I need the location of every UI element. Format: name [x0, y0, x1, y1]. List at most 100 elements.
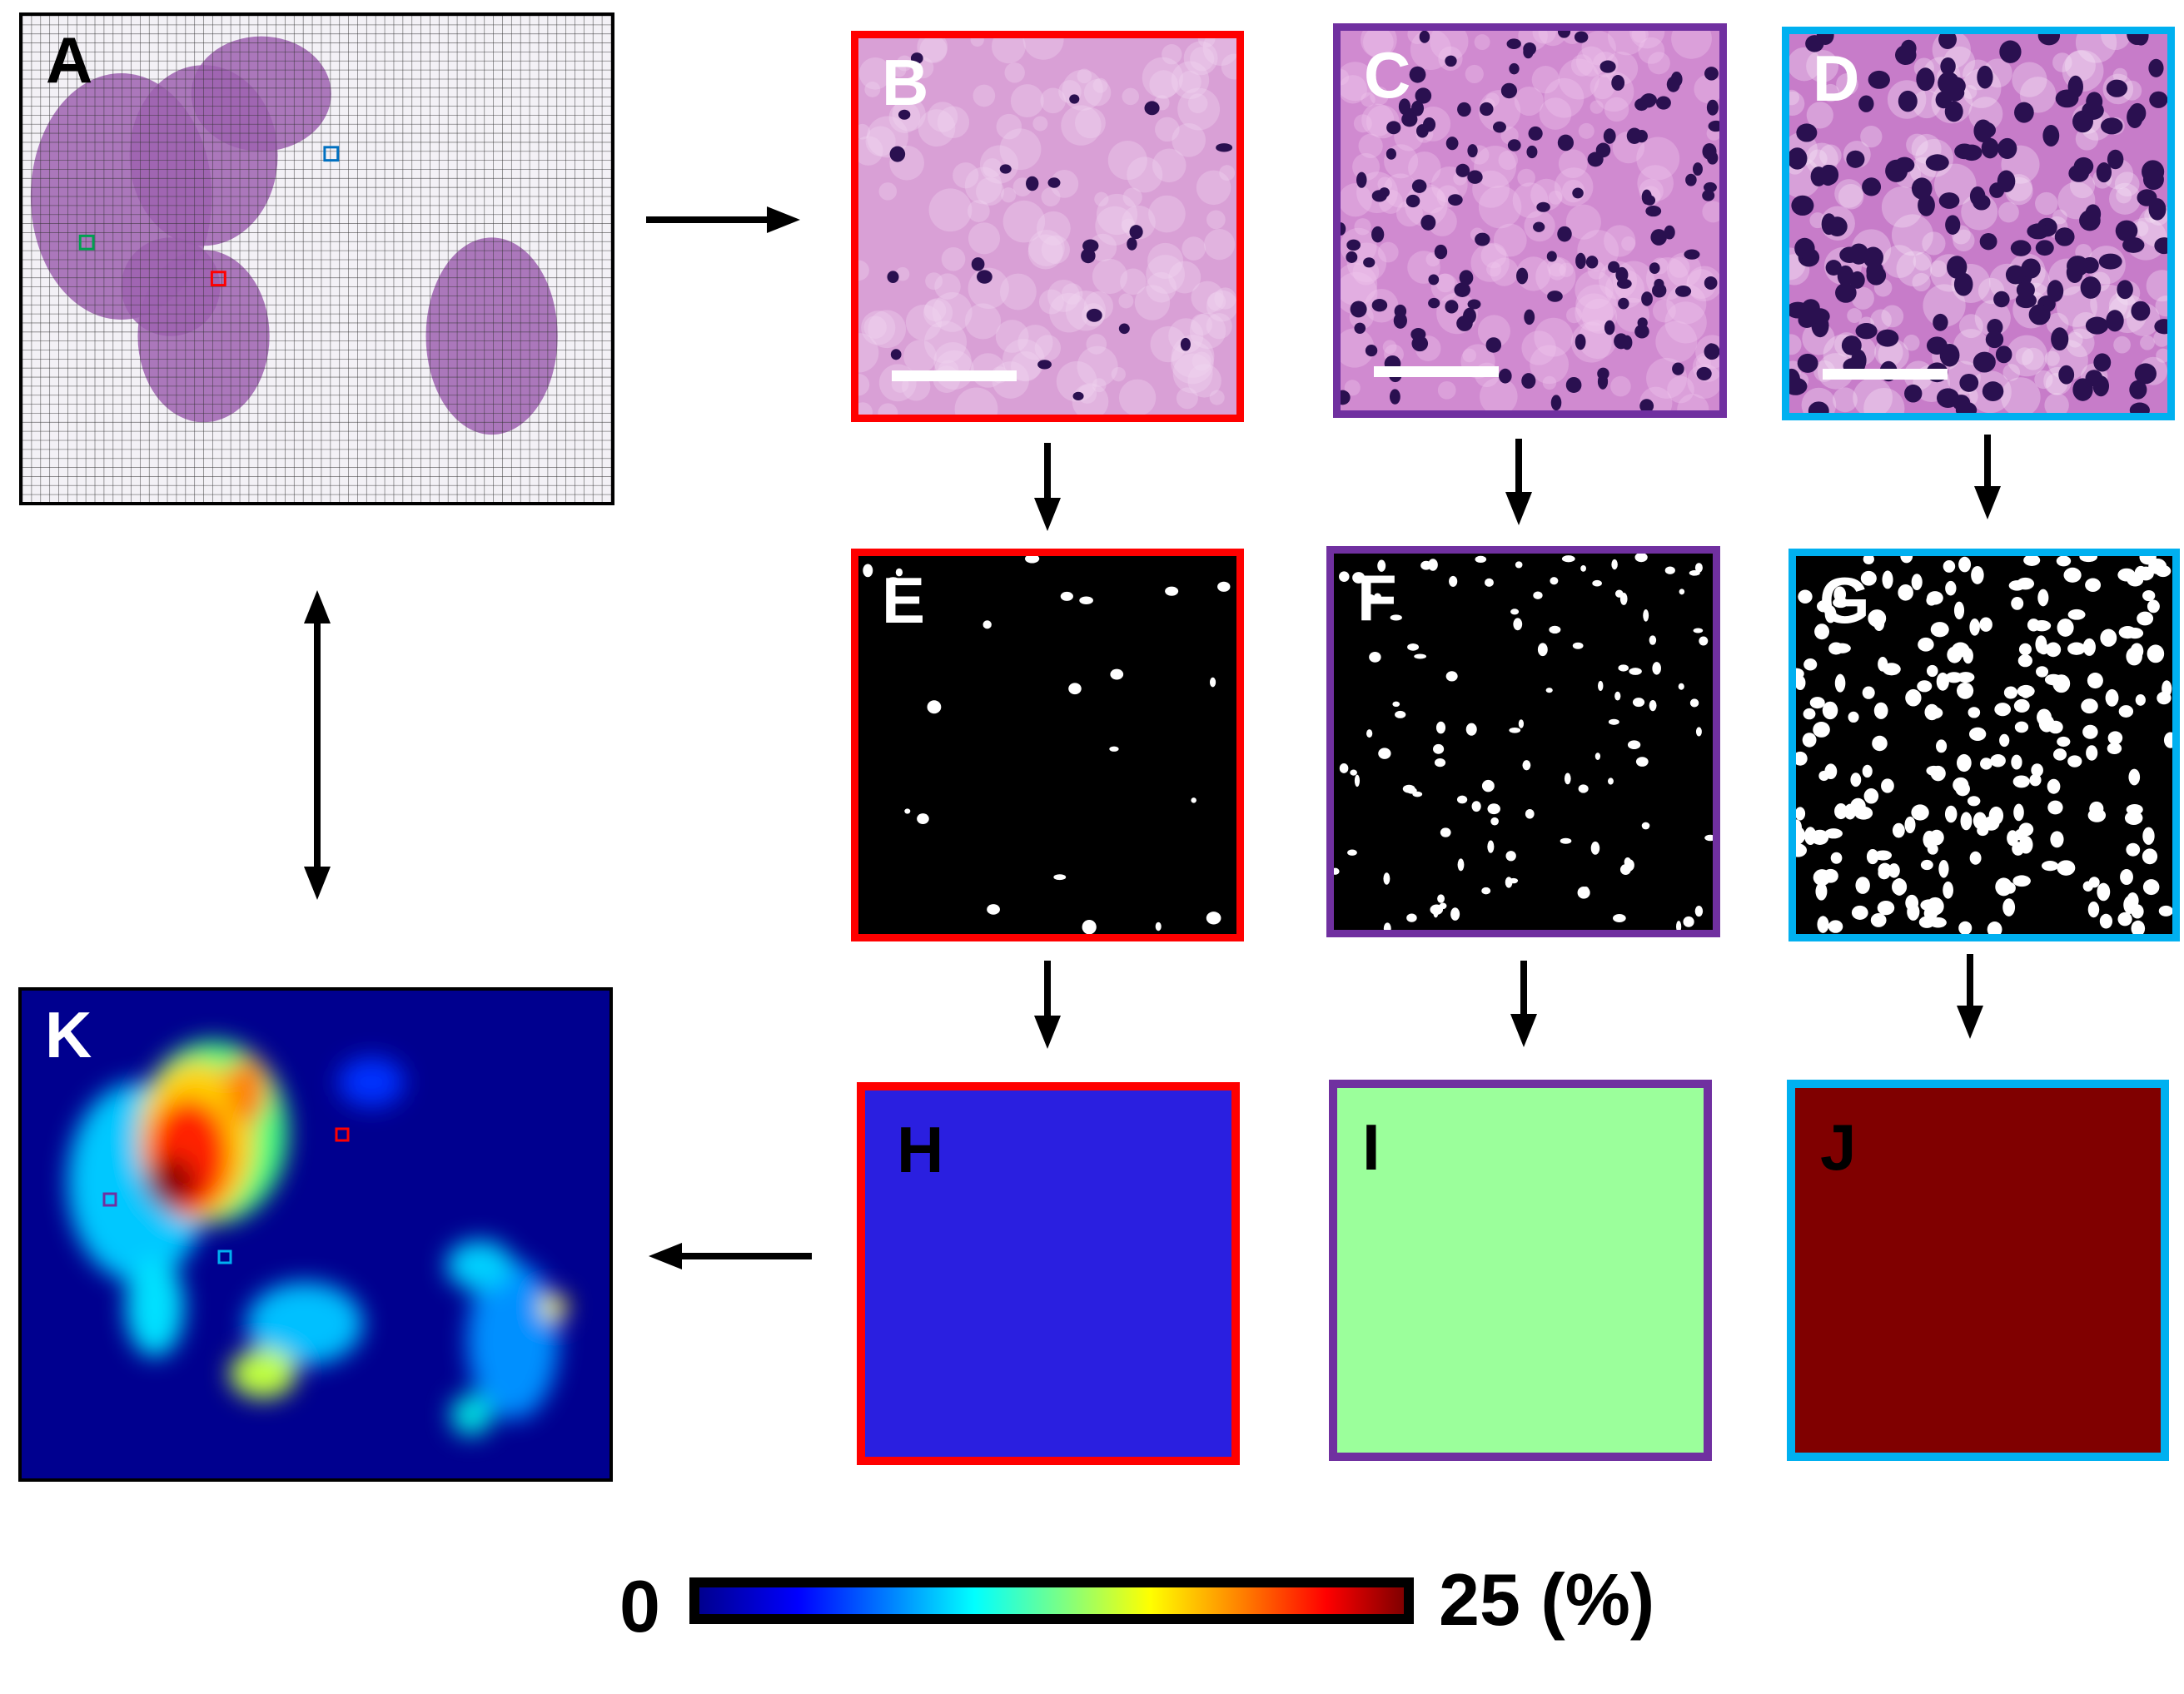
- nucleus: [2080, 276, 2102, 299]
- nucleus: [1876, 329, 1899, 347]
- nucleus-blob: [1796, 819, 1803, 837]
- nucleus: [1365, 345, 1378, 357]
- nucleus: [1550, 395, 1562, 410]
- nucleus: [1346, 251, 1358, 263]
- nucleus-blob: [1515, 561, 1523, 569]
- nucleus: [1666, 76, 1680, 92]
- nucleus: [1837, 265, 1854, 286]
- nucleus-blob: [1549, 625, 1561, 634]
- nucleus-blob: [2011, 754, 2022, 770]
- nucleus: [1557, 226, 1572, 242]
- nucleus-blob: [1855, 877, 1870, 894]
- nucleus: [1797, 353, 1818, 373]
- nucleus-blob: [1582, 887, 1589, 896]
- nucleus-blob: [2123, 896, 2137, 914]
- nucleus: [1704, 276, 1718, 290]
- nucleus: [1565, 376, 1582, 394]
- nucleus: [2134, 363, 2157, 385]
- nucleus-blob: [2124, 811, 2143, 825]
- histology-image: [858, 38, 1236, 415]
- nucleus-blob: [2019, 836, 2033, 854]
- nucleus: [2093, 353, 2112, 372]
- nucleus-blob: [1465, 723, 1477, 736]
- nucleus-blob: [1518, 719, 1525, 728]
- nucleus: [1485, 337, 1502, 353]
- nucleus: [889, 146, 906, 162]
- nucleus-blob: [1509, 877, 1519, 884]
- nucleus-blob: [2011, 597, 2024, 610]
- nucleus-blob: [1572, 642, 1584, 649]
- nucleus: [1705, 343, 1717, 360]
- nucleus: [2086, 92, 2103, 112]
- nucleus: [2128, 102, 2147, 124]
- nucleus: [2148, 58, 2164, 77]
- nucleus-blob: [2047, 778, 2061, 794]
- nucleus: [2051, 327, 2069, 351]
- nucleus-blob: [2052, 748, 2067, 761]
- nucleus-blob: [2087, 901, 2100, 918]
- nucleus-blob: [1802, 733, 1817, 748]
- nucleus: [1866, 261, 1884, 281]
- nucleus-blob: [1550, 577, 1559, 585]
- nucleus-blob: [1995, 877, 2012, 897]
- nucleus: [2122, 236, 2145, 253]
- panel-g-nuclei-mask: G: [1788, 549, 2180, 941]
- nucleus: [1455, 163, 1470, 177]
- nucleus-blob: [2067, 755, 2082, 768]
- nucleus-blob: [1911, 574, 1923, 591]
- nucleus: [2079, 210, 2101, 231]
- nucleus: [1637, 317, 1648, 329]
- nucleus-blob: [1487, 840, 1495, 853]
- nucleus-blob: [1969, 618, 1980, 636]
- nucleus-blob: [1561, 555, 1575, 563]
- nucleus-blob: [1796, 751, 1808, 766]
- nucleus-blob: [1378, 748, 1391, 759]
- panel-label: C: [1364, 38, 1411, 112]
- nucleus: [1947, 77, 1966, 96]
- nucleus: [1456, 315, 1473, 331]
- nucleus-blob: [1406, 913, 1417, 922]
- roi-marker: [78, 234, 95, 251]
- nucleus-blob: [2135, 694, 2146, 706]
- nucleus-blob: [1955, 782, 1970, 797]
- nucleus: [1641, 189, 1652, 205]
- nucleus: [910, 52, 923, 64]
- nucleus-blob: [1377, 559, 1386, 572]
- nucleus: [1894, 45, 1917, 66]
- nucleus-blob: [1475, 555, 1487, 564]
- nucleus: [999, 164, 1012, 174]
- nucleus: [1656, 96, 1671, 110]
- nucleus: [1925, 154, 1949, 171]
- nucleus-blob: [1457, 858, 1465, 872]
- nucleus-blob: [1818, 770, 1829, 782]
- nucleus-blob: [1980, 758, 1992, 770]
- nucleus-blob: [1689, 698, 1699, 708]
- nucleus: [898, 109, 911, 120]
- nucleus: [1524, 309, 1535, 325]
- nucleus-blob: [2037, 589, 2049, 607]
- nucleus-blob: [1973, 812, 1987, 830]
- nucleus-blob: [1951, 642, 1970, 658]
- nucleus-blob: [1618, 664, 1629, 672]
- nucleus: [1434, 244, 1448, 260]
- nucleus-blob: [1969, 851, 1982, 865]
- nucleus: [1526, 145, 1538, 159]
- nucleus: [1926, 336, 1948, 355]
- nucleus-blob: [1850, 772, 1862, 787]
- nucleus: [1405, 194, 1420, 208]
- nucleus-blob: [1407, 643, 1420, 651]
- nucleus: [1072, 391, 1084, 401]
- nucleus: [1356, 171, 1367, 188]
- nucleus-blob: [1155, 922, 1162, 931]
- nucleus: [1420, 214, 1436, 231]
- nucleus-blob: [1627, 740, 1641, 750]
- nucleus-blob: [1641, 822, 1650, 830]
- nucleus-blob: [1471, 801, 1481, 812]
- nucleus: [1650, 229, 1667, 246]
- nucleus-blob: [1813, 721, 1830, 738]
- nucleus-blob: [1824, 828, 1843, 839]
- nucleus-blob: [1110, 668, 1124, 680]
- panel-label: I: [1362, 1110, 1381, 1184]
- nucleus: [1371, 299, 1388, 312]
- nucleus: [1997, 137, 2017, 159]
